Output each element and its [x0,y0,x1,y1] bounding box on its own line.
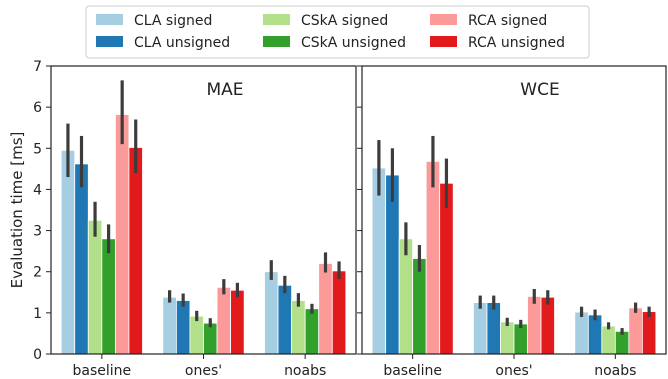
panel-mae: 0 1 2 3 4 5 6 7 baseline ones' noabs MAE Evaluati… [8,59,357,379]
bar-cla-unsigned-noabs [587,314,603,355]
bar-cla-unsigned-baseline [385,174,400,355]
legend-label-cla-signed: CLA signed [134,13,212,29]
bar-rca-unsigned-noabs [641,311,657,355]
bar-cla-unsigned-ones [486,302,501,355]
bar-cska-signed-noabs [291,300,306,355]
bar-cla-signed-noabs [264,271,279,355]
legend-swatch-cla-unsigned [96,36,123,47]
y-tick-label: 2 [33,265,42,281]
panel-mae-x-ticks: baseline ones' noabs [73,354,326,379]
bar-cla-signed-ones [473,302,488,355]
panel-wce: baseline ones' noabs WCE [357,65,667,379]
bar-cska-unsigned-ones [513,323,528,355]
legend-swatch-rca-unsigned [430,36,457,47]
legend-label-rca-signed: RCA signed [468,13,547,29]
bar-cska-unsigned-baseline [412,258,427,355]
bar-cska-unsigned-noabs [304,308,320,355]
legend-swatch-cska-unsigned [263,36,290,47]
panel-mae-y-ticks: 0 1 2 3 4 5 6 7 [33,59,51,363]
panel-wce-y-ticks [357,65,362,355]
bar-cska-unsigned-noabs [614,330,630,355]
x-tick-label-noabs: noabs [594,363,636,379]
bar-rca-unsigned-baseline [439,182,454,355]
y-tick-label: 5 [33,141,42,157]
bar-rca-signed-ones [527,295,542,355]
legend-entries: CLA signed CLA unsigned CSkA signed CSkA un… [96,13,565,51]
panel-wce-title: WCE [520,80,559,100]
bar-cla-signed-baseline [371,167,387,355]
bar-cla-signed-noabs [574,311,589,355]
bar-rca-signed-noabs [628,307,643,355]
x-tick-label-ones: ones' [495,363,532,379]
legend-label-cla-unsigned: CLA unsigned [134,35,230,51]
x-tick-label-ones: ones' [185,363,222,379]
bar-rca-signed-noabs [318,263,333,355]
bar-cla-unsigned-ones [175,300,191,355]
legend-swatch-cla-signed [96,14,123,25]
y-tick-label: 6 [33,100,42,116]
bar-rca-unsigned-noabs [331,270,347,355]
bar-rca-signed-baseline [425,161,441,355]
legend-label-cska-signed: CSkA signed [301,13,388,29]
bar-cla-signed-baseline [60,149,76,355]
bar-cska-signed-noabs [601,325,616,355]
bar-cska-signed-ones [189,315,204,355]
legend-label-rca-unsigned: RCA unsigned [468,35,565,51]
y-tick-label: 7 [33,59,42,75]
panel-wce-x-ticks: baseline ones' noabs [383,354,636,379]
legend: CLA signed CLA unsigned CSkA signed CSkA un… [85,5,590,59]
bar-cska-unsigned-ones [203,322,218,355]
bar-cla-signed-ones [162,296,177,355]
panel-wce-frame [361,65,667,355]
legend-frame [85,5,590,59]
bar-rca-unsigned-baseline [128,147,143,355]
legend-label-cska-unsigned: CSkA unsigned [301,35,406,51]
legend-swatch-cska-signed [263,14,290,25]
panel-wce-bars [371,135,657,355]
legend-swatch-rca-signed [430,14,457,25]
bar-cska-signed-ones [500,321,515,355]
panel-mae-frame [50,65,357,355]
bar-rca-unsigned-ones [230,289,245,355]
x-tick-label-baseline: baseline [383,363,442,379]
bar-rca-signed-baseline [114,114,130,355]
bar-cska-signed-baseline [398,238,414,355]
y-tick-label: 1 [33,306,42,322]
x-tick-label-noabs: noabs [284,363,326,379]
bar-cla-unsigned-noabs [277,284,293,355]
panel-mae-bars [60,80,347,355]
x-tick-label-baseline: baseline [73,363,132,379]
y-tick-label: 3 [33,224,42,240]
panel-mae-title: MAE [206,80,243,100]
y-axis-label: Evaluation time [ms] [8,132,26,289]
bar-cska-unsigned-baseline [101,238,116,355]
bar-rca-unsigned-ones [540,296,555,355]
y-tick-label: 0 [33,347,42,363]
y-tick-label: 4 [33,182,42,198]
bar-cska-signed-baseline [87,219,103,355]
bar-cla-unsigned-baseline [74,163,89,355]
bar-rca-signed-ones [216,286,232,355]
